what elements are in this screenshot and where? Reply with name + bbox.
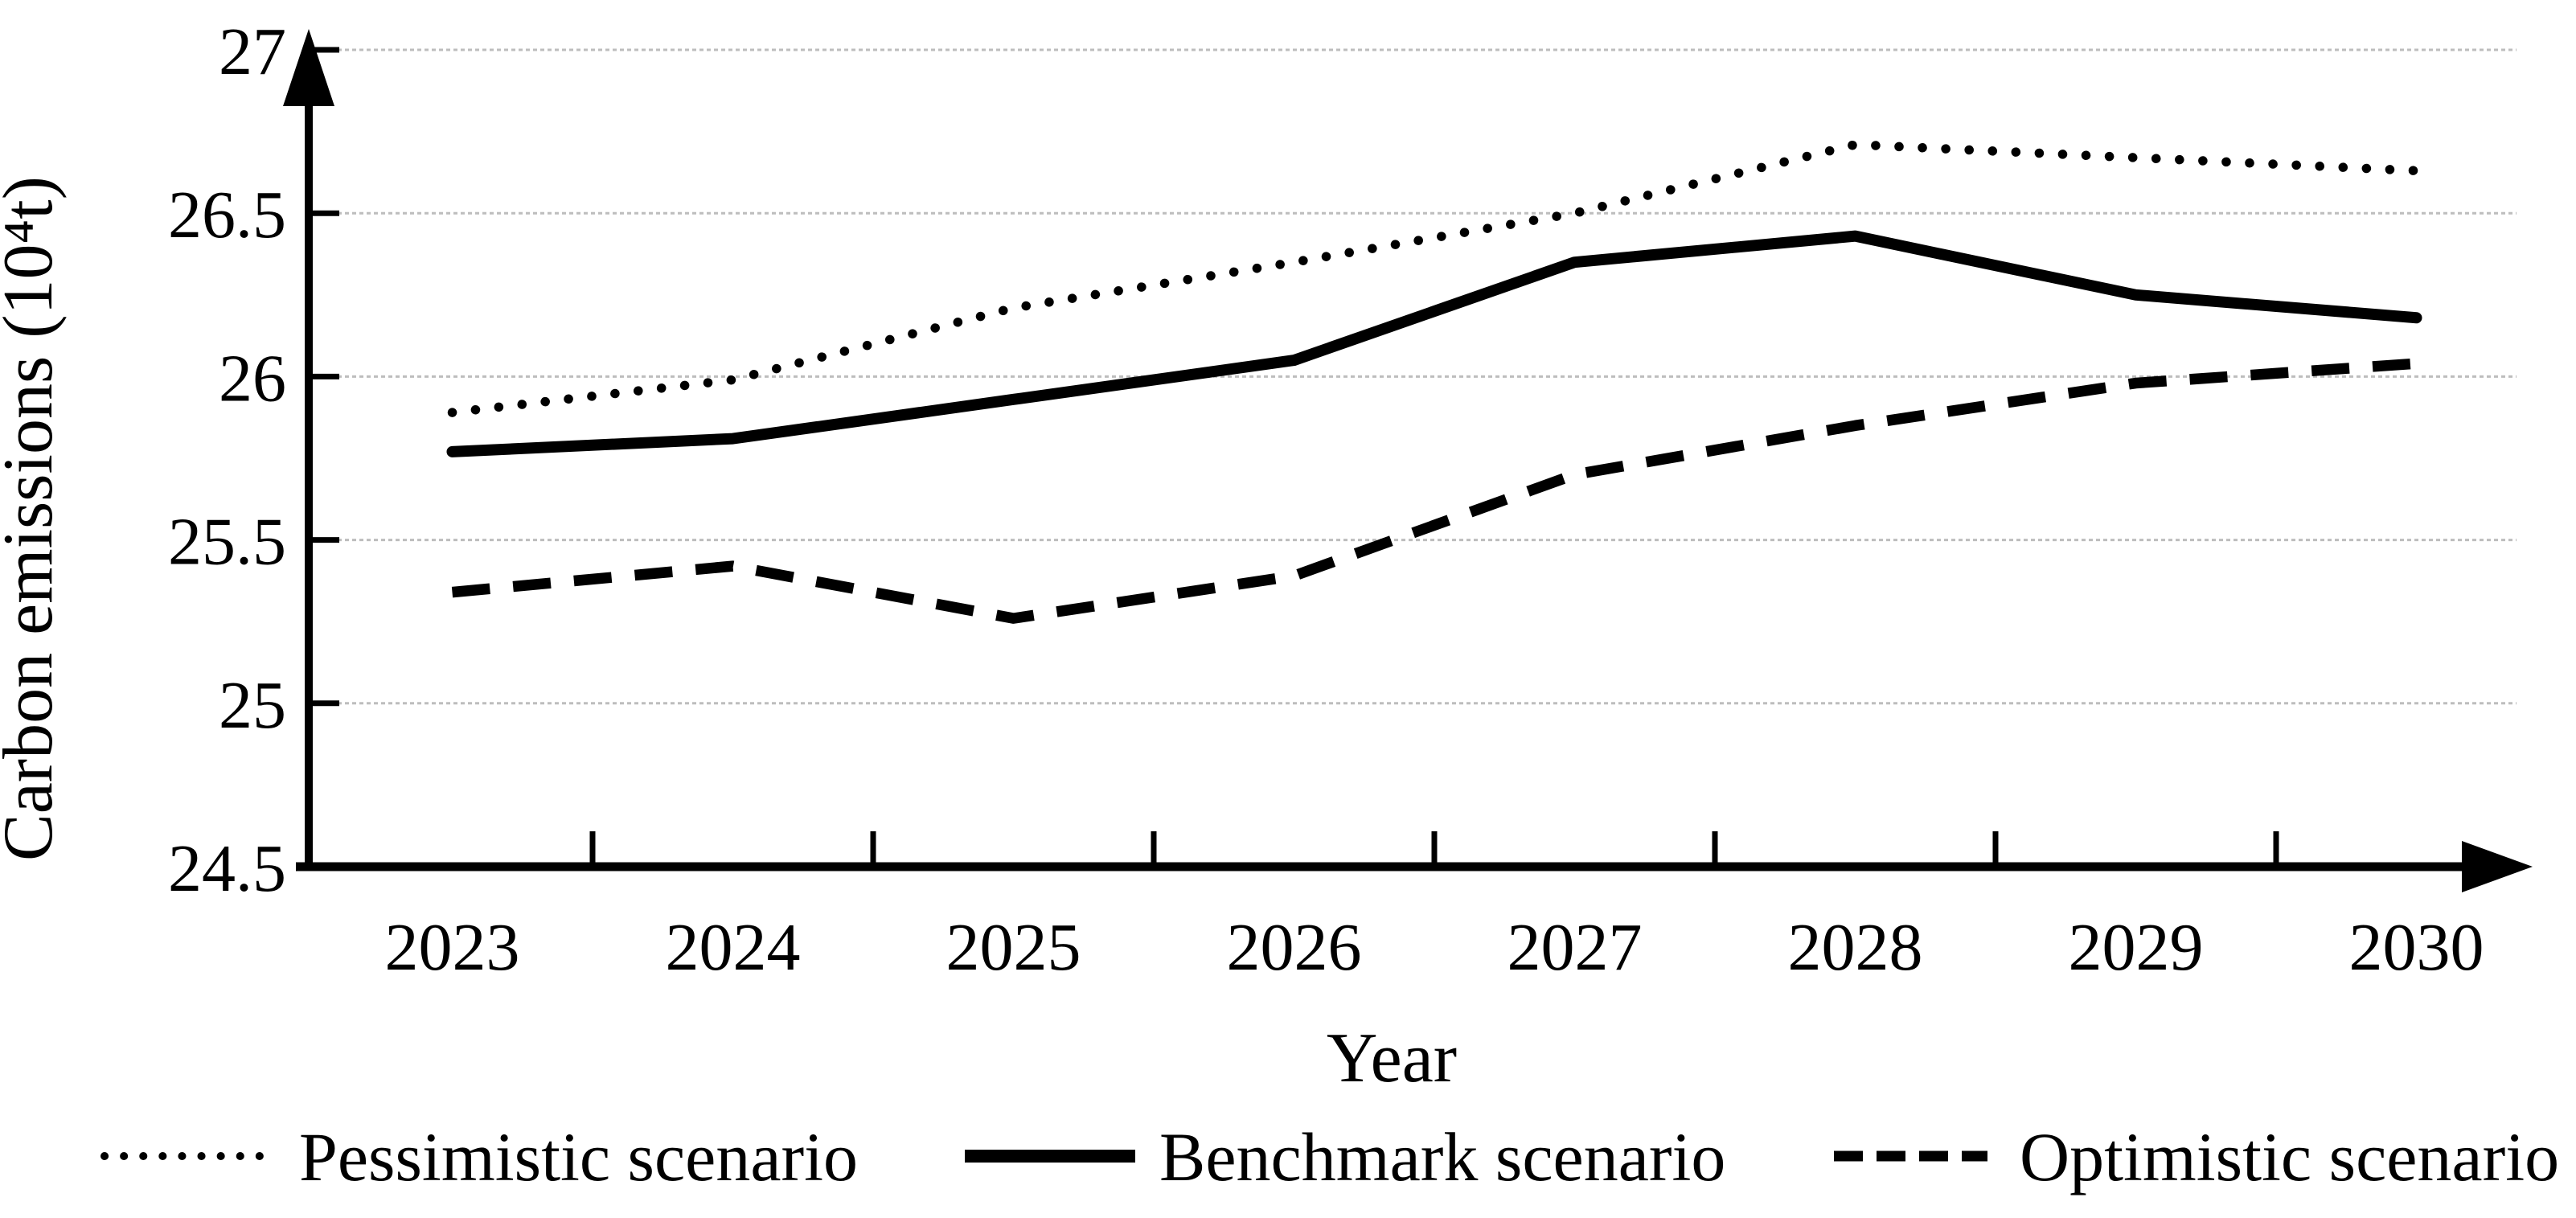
legend-label: Optimistic scenario xyxy=(2020,1118,2559,1195)
x-year-label: 2029 xyxy=(2069,910,2204,985)
data-series xyxy=(446,140,2422,624)
x-axis-ticks xyxy=(589,831,2279,867)
y-axis-ticks xyxy=(309,47,339,870)
x-year-label: 2025 xyxy=(946,910,1081,985)
y-tick-label: 27 xyxy=(219,14,286,89)
x-year-label: 2027 xyxy=(1507,910,1643,985)
x-axis-arrow-icon xyxy=(2462,841,2533,892)
x-year-label: 2023 xyxy=(385,910,520,985)
series-line-dashed xyxy=(451,358,2417,624)
series-line-solid xyxy=(446,230,2422,457)
x-year-label: 2030 xyxy=(2349,910,2484,985)
y-tick-label: 25 xyxy=(219,668,286,743)
y-axis-tick-labels: 24.5 25 25.5 26 26.5 27 xyxy=(168,14,286,906)
x-year-label: 2028 xyxy=(1788,910,1923,985)
x-axis-year-labels: 2023 2024 2025 2026 2027 2028 2029 2030 xyxy=(385,910,2484,985)
series-line-dotted xyxy=(447,140,2422,417)
x-year-label: 2024 xyxy=(666,910,801,985)
legend-label: Benchmark scenario xyxy=(1159,1118,1725,1195)
x-axis-title: Year xyxy=(1327,1019,1457,1097)
x-year-label: 2026 xyxy=(1227,910,1362,985)
y-tick-label: 26.5 xyxy=(168,178,286,252)
legend-label: Pessimistic scenario xyxy=(299,1118,858,1195)
y-axis-arrow-icon xyxy=(283,29,334,106)
y-tick-label: 26 xyxy=(219,341,286,416)
y-tick-label: 24.5 xyxy=(168,831,286,906)
legend: Pessimistic scenario Benchmark scenario Op… xyxy=(100,1118,2559,1195)
y-axis-title: Carbon emissions (10⁴t) xyxy=(0,176,68,861)
gridlines xyxy=(309,48,2517,705)
y-tick-label: 25.5 xyxy=(168,505,286,580)
